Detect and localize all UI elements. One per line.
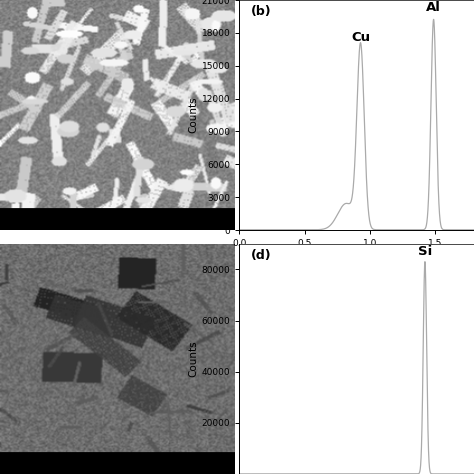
Y-axis label: Counts: Counts [189,97,199,133]
Text: Cu: Cu [351,31,370,44]
Text: Al: Al [426,1,441,14]
Y-axis label: Counts: Counts [189,341,199,377]
X-axis label: Energy (keV): Energy (keV) [323,251,390,261]
Text: (d): (d) [251,248,272,262]
Text: Si: Si [418,245,432,258]
Text: (b): (b) [251,5,272,18]
